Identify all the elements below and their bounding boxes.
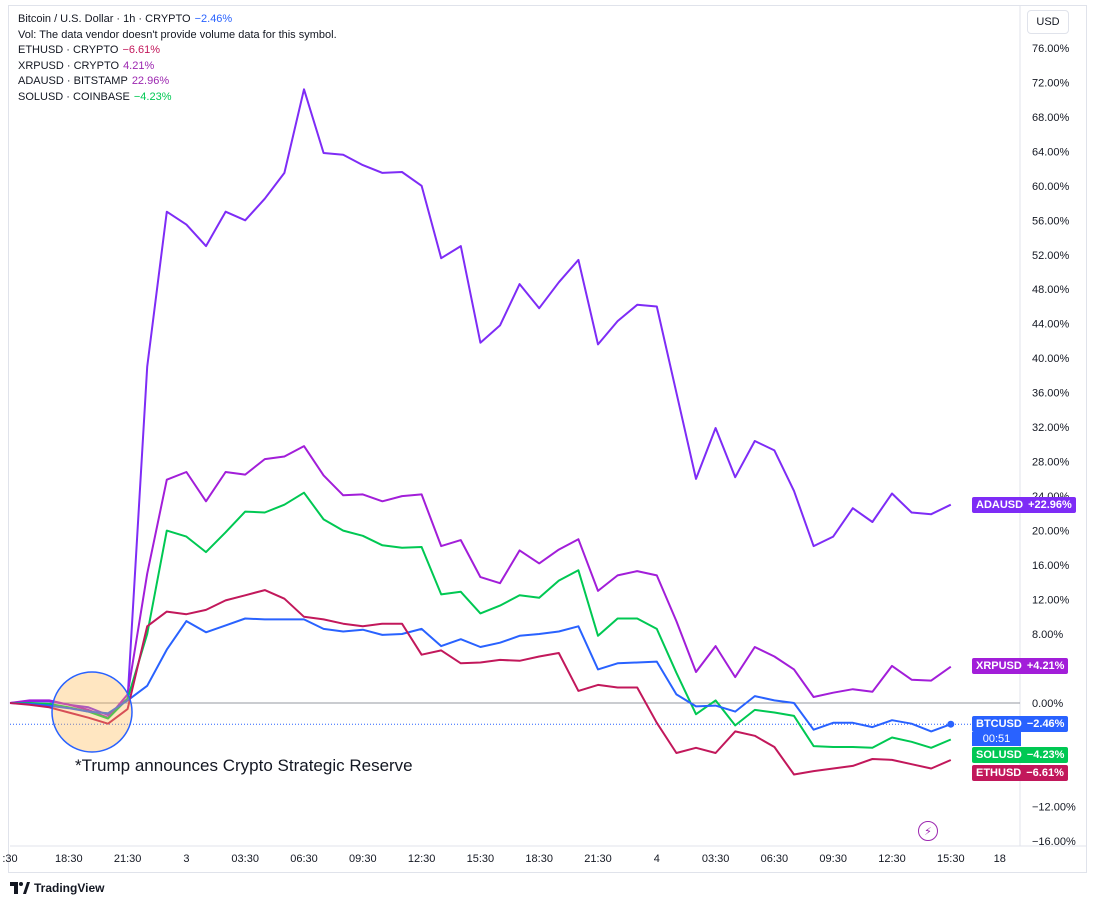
series-line-adausd[interactable]: [9, 88, 952, 717]
x-tick-label: 12:30: [878, 853, 906, 865]
y-tick-label: 16.00%: [1032, 560, 1070, 572]
price-tag-ada: ADAUSD +22.96%: [972, 497, 1076, 513]
x-tick-label: 21:30: [584, 853, 612, 865]
series-line-xrpusd[interactable]: [9, 445, 952, 719]
y-tick-label: 28.00%: [1032, 457, 1070, 469]
chart-legend: Bitcoin / U.S. Dollar · 1h · CRYPTO −2.46…: [18, 12, 337, 105]
y-tick-label: 36.00%: [1032, 388, 1070, 400]
legend-sol-change: −4.23%: [133, 90, 172, 103]
x-tick-label: :30: [2, 853, 17, 865]
legend-ada[interactable]: ADAUSD · BITSTAMP 22.96%: [18, 74, 337, 90]
y-tick-label: 44.00%: [1032, 319, 1070, 331]
legend-sol-name: SOLUSD · COINBASE: [18, 90, 130, 103]
event-highlight-circle: [51, 671, 133, 753]
legend-main[interactable]: Bitcoin / U.S. Dollar · 1h · CRYPTO −2.46…: [18, 12, 337, 28]
legend-main-change: −2.46%: [194, 13, 233, 25]
x-tick-label: 09:30: [349, 853, 377, 865]
price-tag-sol: SOLUSD −4.23%: [972, 747, 1069, 763]
x-tick-label: 15:30: [467, 853, 495, 865]
price-tag-sol-value: −4.23%: [1026, 749, 1065, 761]
x-tick-label: 18: [994, 853, 1006, 865]
price-tag-eth: ETHUSD −6.61%: [972, 765, 1068, 781]
price-tag-ada-name: ADAUSD: [976, 499, 1024, 511]
price-tag-btc: BTCUSD −2.46%: [972, 716, 1069, 732]
price-tag-eth-name: ETHUSD: [976, 767, 1022, 779]
legend-eth-change: −6.61%: [122, 44, 161, 56]
y-tick-label: 72.00%: [1032, 77, 1070, 89]
y-tick-label: 60.00%: [1032, 181, 1070, 193]
price-tag-btc-value: −2.46%: [1026, 718, 1065, 730]
lightning-icon[interactable]: ⚡: [918, 821, 938, 841]
y-tick-label: 12.00%: [1032, 595, 1070, 607]
x-tick-label: 03:30: [231, 853, 259, 865]
y-tick-label: 0.00%: [1032, 698, 1063, 710]
price-tag-xrp-value: +4.21%: [1026, 660, 1065, 672]
series-line-btcusd[interactable]: [9, 617, 952, 733]
price-tag-btc-name: BTCUSD: [976, 718, 1022, 730]
y-tick-label: 68.00%: [1032, 112, 1070, 124]
legend-eth-name: ETHUSD · CRYPTO: [18, 44, 119, 56]
legend-main-name: Bitcoin / U.S. Dollar · 1h · CRYPTO: [18, 13, 191, 25]
legend-xrp-change: 4.21%: [123, 59, 155, 72]
x-tick-label: 12:30: [408, 853, 436, 865]
price-tag-eth-value: −6.61%: [1026, 767, 1064, 779]
y-tick-label: 76.00%: [1032, 43, 1070, 55]
tradingview-logo-icon: [10, 882, 30, 894]
price-tag-xrp: XRPUSD +4.21%: [972, 658, 1069, 674]
y-tick-label: 40.00%: [1032, 353, 1070, 365]
y-tick-label: 8.00%: [1032, 629, 1063, 641]
y-tick-label: −12.00%: [1032, 801, 1076, 813]
y-tick-label: 48.00%: [1032, 284, 1070, 296]
x-tick-label: 3: [183, 853, 189, 865]
x-tick-label: 06:30: [761, 853, 789, 865]
legend-xrp[interactable]: XRPUSD · CRYPTO 4.21%: [18, 59, 337, 75]
x-tick-label: 21:30: [114, 853, 142, 865]
brand-name: TradingView: [34, 881, 105, 895]
legend-volume-note: Vol: The data vendor doesn't provide vol…: [18, 28, 337, 41]
y-tick-label: 32.00%: [1032, 422, 1070, 434]
price-tag-xrp-name: XRPUSD: [976, 660, 1022, 672]
legend-sol[interactable]: SOLUSD · COINBASE −4.23%: [18, 90, 337, 106]
price-tag-sol-name: SOLUSD: [976, 749, 1022, 761]
x-tick-label: 09:30: [819, 853, 847, 865]
price-tag-ada-value: +22.96%: [1028, 499, 1072, 511]
x-tick-label: 18:30: [55, 853, 83, 865]
x-tick-label: 15:30: [937, 853, 965, 865]
annotation-text: *Trump announces Crypto Strategic Reserv…: [75, 756, 413, 775]
y-tick-label: −16.00%: [1032, 836, 1076, 848]
series-line-solusd[interactable]: [10, 491, 952, 749]
tradingview-logo[interactable]: TradingView: [10, 881, 104, 895]
legend-ada-name: ADAUSD · BITSTAMP: [18, 75, 128, 87]
y-tick-label: 64.00%: [1032, 146, 1070, 158]
bar-countdown: 00:51: [972, 732, 1021, 746]
legend-eth[interactable]: ETHUSD · CRYPTO −6.61%: [18, 43, 337, 59]
x-tick-label: 4: [654, 853, 660, 865]
legend-xrp-name: XRPUSD · CRYPTO: [18, 59, 120, 72]
x-tick-label: 03:30: [702, 853, 730, 865]
currency-button[interactable]: USD: [1027, 10, 1069, 34]
x-tick-label: 18:30: [525, 853, 553, 865]
y-tick-label: 56.00%: [1032, 215, 1070, 227]
btc-last-point-marker: [947, 720, 955, 728]
x-tick-label: 06:30: [290, 853, 318, 865]
y-tick-label: 20.00%: [1032, 526, 1070, 538]
y-tick-label: 52.00%: [1032, 250, 1070, 262]
legend-ada-change: 22.96%: [131, 75, 170, 87]
chart-frame: [8, 5, 1087, 873]
series-line-ethusd[interactable]: [9, 589, 952, 776]
